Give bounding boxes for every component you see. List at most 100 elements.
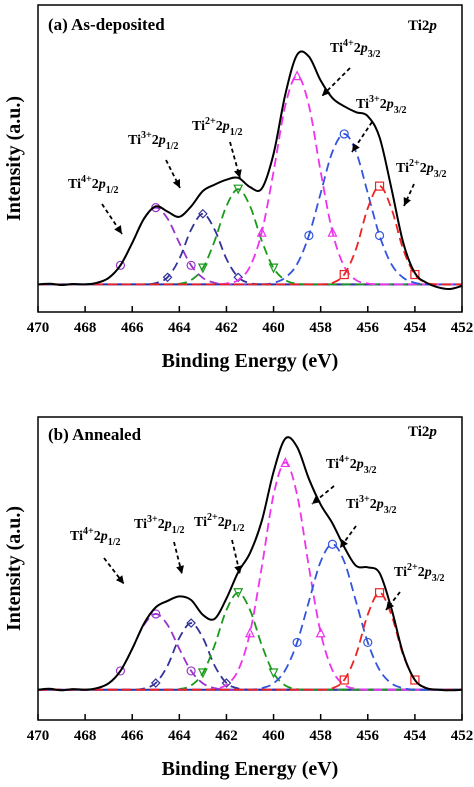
peak-label: Ti2+2p1/2 [194,512,244,534]
peak-label-sup: 3+ [369,94,380,105]
peak-label-base: Ti [346,497,359,512]
peak-label-base: Ti [134,517,147,532]
peak-label: Ti3+2p1/2 [134,514,184,536]
x-tick-label: 456 [357,728,380,744]
core-level-text: Ti2 [408,18,429,34]
x-tick-label: 452 [451,320,474,336]
peak-label-n: 2 [380,97,387,112]
marker [292,637,302,648]
marker [363,637,373,648]
peak-label-sup: 3+ [359,494,370,505]
peak-label-sub: 3/2 [368,49,381,60]
peak-label-l: p [224,515,232,530]
marker [339,129,349,139]
x-tick-label: 466 [121,320,144,336]
peak-label-n: 2 [158,517,165,532]
plot-frame [37,416,463,721]
peak-label-sup: 3+ [141,130,152,141]
arrow-shaft [173,541,183,575]
peak-label-sub: 1/2 [108,537,121,548]
marker [304,230,314,241]
arrow-shaft [103,557,125,585]
series-line [37,591,462,691]
marker [339,269,349,280]
peak-label-l: p [222,119,230,134]
marker [233,272,244,283]
core-level-text: Ti2 [408,424,429,440]
panel: 470 468 466 464 462 460 458 456 454 452 (b) Anneal… [3,416,473,780]
x-tick-label: 458 [309,320,332,336]
peak-label-l: p [376,497,384,512]
peak-label: Ti4+2p1/2 [68,174,118,196]
peak-label-sub: 1/2 [230,127,243,138]
x-tick-label: 462 [215,728,238,744]
arrow-head [176,565,184,574]
peak-label: Ti3+2p3/2 [356,94,406,116]
peak-label-sub: 1/2 [232,523,245,534]
peak-label: Ti2+2p1/2 [192,116,242,138]
peak-label-sup: 4+ [343,38,354,49]
peak-label-base: Ti [330,41,343,56]
peak-label-sup: 2+ [207,512,218,523]
panel-title: (b) Annealed [48,425,142,444]
peak-label: Ti3+2p1/2 [128,130,178,152]
arrow-head [172,179,180,188]
marker [374,181,385,191]
marker [151,609,161,619]
marker [410,269,420,280]
x-tick-label: 458 [309,728,332,744]
marker [280,457,291,468]
peak-label-base: Ti [192,119,205,134]
arrow-head [403,197,411,206]
series-line [37,613,462,691]
marker [198,208,208,219]
peak-label: Ti4+2p1/2 [70,526,120,548]
arrow-head [115,575,124,584]
peak-label-sup: 2+ [409,158,420,169]
peak-label-sup: 4+ [83,526,94,537]
peak-label: Ti3+2p3/2 [346,494,396,516]
y-axis-title: Intensity (a.u.) [3,96,25,221]
marker [233,184,244,195]
peak-label: Ti2+2p3/2 [396,158,446,180]
marker [233,588,244,599]
peak-label-n: 2 [354,41,361,56]
peak-label-n: 2 [418,565,425,580]
marker [339,675,349,685]
x-axis-title: Binding Energy (eV) [162,758,339,780]
peak-label-n: 2 [420,161,427,176]
marker [374,230,385,241]
core-level-italic: p [427,18,437,34]
marker [186,618,196,628]
x-axis-title: Binding Energy (eV) [162,350,339,372]
arrow-head [312,495,321,504]
peak-label-sub: 1/2 [166,141,179,152]
x-tick-label: 460 [262,320,285,336]
x-tick-label: 454 [404,728,427,744]
marker [292,70,303,81]
peak-label-n: 2 [350,457,357,472]
peak-label-sup: 3+ [147,514,158,525]
marker [268,668,279,679]
peak-label-base: Ti [194,515,207,530]
arrow-head [234,565,243,574]
x-tick-label: 468 [74,728,97,744]
x-tick-label: 468 [74,320,97,336]
arrow-head [322,87,331,96]
x-tick-label: 470 [27,728,50,744]
peak-label-sub: 3/2 [384,505,397,516]
peak-label-l: p [360,41,368,56]
marker [186,666,196,676]
series-line [37,185,462,286]
peak-label-base: Ti [396,161,409,176]
marker [150,678,161,688]
peak-label-sup: 2+ [205,116,216,127]
marker [197,263,208,274]
peak-label: Ti4+2p3/2 [326,454,376,476]
series-line [37,50,463,291]
x-tick-label: 460 [262,728,285,744]
arrow-head [234,169,242,178]
marker [115,260,126,270]
peak-label-l: p [98,177,106,192]
x-tick-label: 462 [215,320,238,336]
